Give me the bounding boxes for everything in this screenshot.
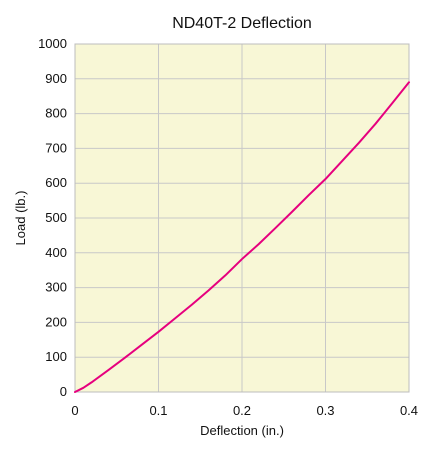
y-tick-label: 600: [45, 175, 67, 190]
tick-labels: 0 100 200 300 400 500 600 700 800 900 1000 0 0.1 0.2 0…: [38, 36, 418, 418]
series-layer: [74, 81, 410, 393]
y-tick-label: 300: [45, 280, 67, 295]
grid-lines: [75, 44, 409, 392]
plot-border: [74, 43, 410, 393]
y-tick-label: 700: [45, 140, 67, 155]
y-tick-label: 200: [45, 314, 67, 329]
x-tick-label: 0.1: [149, 403, 167, 418]
x-tick-label: 0.2: [233, 403, 251, 418]
axes: [74, 43, 410, 393]
x-axis-label: Deflection (in.): [200, 423, 284, 438]
x-tick-label: 0.3: [316, 403, 334, 418]
y-axis-label: Load (lb.): [13, 191, 28, 246]
x-tick-label: 0: [71, 403, 78, 418]
x-tick-label: 0.4: [400, 403, 418, 418]
y-tick-label: 100: [45, 349, 67, 364]
series-line-0: [74, 81, 410, 393]
y-tick-label: 800: [45, 106, 67, 121]
y-tick-label: 0: [60, 384, 67, 399]
y-tick-label: 400: [45, 245, 67, 260]
y-tick-label: 1000: [38, 36, 67, 51]
y-tick-label: 900: [45, 71, 67, 86]
chart-title: ND40T-2 Deflection: [172, 15, 312, 32]
y-tick-label: 500: [45, 210, 67, 225]
